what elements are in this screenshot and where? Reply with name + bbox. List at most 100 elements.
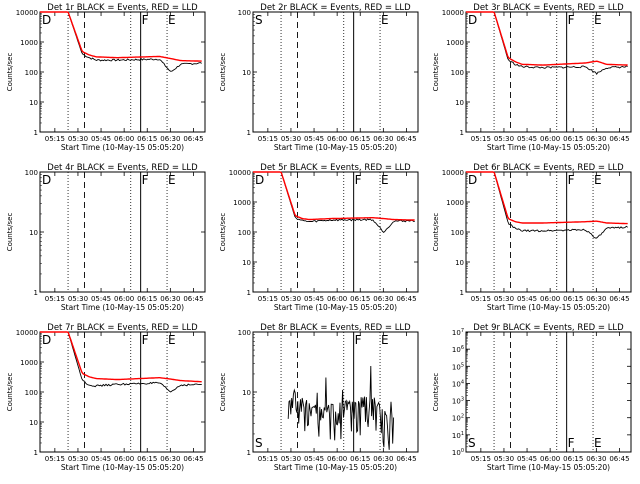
chart-panel-3: Det 3r BLACK = Events, RED = LLD 1 10 100 10…	[432, 3, 632, 152]
x-tick-label: 06:30	[586, 135, 606, 143]
x-tick-label: 05:45	[517, 455, 537, 463]
y-tick-label: 105	[452, 362, 464, 371]
y-axis-label: Counts/sec	[6, 373, 14, 412]
x-tick-label: 06:45	[183, 455, 203, 463]
x-tick-label: 06:30	[586, 455, 606, 463]
x-tick-label: 06:45	[396, 295, 416, 303]
y-tick-label: 10	[455, 259, 464, 267]
x-tick-label: 05:30	[281, 135, 301, 143]
x-tick-label: 06:15	[137, 455, 157, 463]
y-tick-label: 1000	[233, 199, 251, 207]
x-tick-label: 06:45	[396, 455, 416, 463]
x-tick-label: 05:15	[471, 135, 491, 143]
x-tick-label: 06:45	[183, 135, 203, 143]
y-tick-label: 100	[451, 229, 464, 237]
marker-f-label: F	[142, 173, 149, 187]
y-tick-label: 1000	[20, 39, 38, 47]
marker-e-label: E	[168, 173, 176, 187]
y-tick-label: 10	[29, 419, 38, 427]
plot-frame	[39, 171, 206, 293]
x-tick-label: 05:45	[91, 455, 111, 463]
y-tick-label: 10000	[16, 329, 38, 337]
chart-title: Det 9r BLACK = Events, RED = LLD	[473, 323, 624, 333]
marker-e-label: E	[381, 173, 389, 187]
corner-letter-label: D	[42, 13, 51, 27]
y-tick-label: 101	[452, 431, 464, 440]
chart-panel-5: Det 5r BLACK = Events, RED = LLD 1 10 100 10…	[219, 163, 419, 312]
x-tick-label: 06:00	[327, 135, 347, 143]
chart-panel-4: Det 4r BLACK = Events, RED = LLD 1 10 100 Co…	[6, 163, 206, 312]
marker-e-label: E	[168, 13, 176, 27]
corner-letter-label: S	[468, 436, 476, 450]
x-axis-label: Start Time (10-May-15 05:05:20)	[487, 303, 610, 312]
y-tick-label: 1000	[446, 39, 464, 47]
y-tick-label: 10	[242, 259, 251, 267]
lld-series-line	[466, 171, 628, 225]
x-axis-label: Start Time (10-May-15 05:05:20)	[61, 303, 184, 312]
y-axis-label: Counts/sec	[219, 53, 227, 92]
x-tick-label: 06:15	[137, 135, 157, 143]
y-tick-label: 100	[238, 229, 251, 237]
x-tick-label: 05:15	[45, 455, 65, 463]
x-tick-label: 05:45	[304, 295, 324, 303]
y-tick-label: 1000	[20, 359, 38, 367]
y-tick-label: 100	[25, 389, 38, 397]
x-tick-label: 06:45	[609, 135, 629, 143]
x-tick-label: 06:00	[540, 295, 560, 303]
x-tick-label: 05:30	[281, 455, 301, 463]
y-axis-label: Counts/sec	[432, 53, 440, 92]
chart-panel-1: Det 1r BLACK = Events, RED = LLD 1 10 100 10…	[6, 3, 206, 152]
y-tick-label: 100	[238, 329, 251, 337]
x-tick-label: 06:15	[350, 295, 370, 303]
x-tick-label: 05:30	[281, 295, 301, 303]
events-series-line	[40, 11, 202, 72]
y-tick-label: 1	[247, 129, 251, 137]
x-tick-label: 05:45	[91, 295, 111, 303]
x-tick-label: 06:45	[609, 455, 629, 463]
y-tick-label: 10000	[229, 169, 251, 177]
x-tick-label: 06:15	[350, 455, 370, 463]
x-axis-label: Start Time (10-May-15 05:05:20)	[61, 463, 184, 472]
x-tick-label: 05:15	[471, 455, 491, 463]
y-axis-label: Counts/sec	[6, 53, 14, 92]
x-tick-label: 05:45	[517, 135, 537, 143]
x-tick-label: 06:30	[160, 295, 180, 303]
events-series-line	[253, 171, 415, 234]
x-tick-label: 05:45	[517, 295, 537, 303]
y-tick-label: 10000	[442, 169, 464, 177]
events-series-line	[287, 365, 395, 450]
x-tick-label: 05:45	[304, 455, 324, 463]
x-tick-label: 06:30	[373, 455, 393, 463]
corner-letter-label: D	[468, 13, 477, 27]
y-tick-label: 100	[25, 69, 38, 77]
x-tick-label: 05:30	[68, 295, 88, 303]
y-tick-label: 1	[34, 289, 38, 297]
marker-e-label: E	[168, 333, 176, 347]
marker-e-label: E	[594, 436, 602, 450]
x-tick-label: 06:00	[114, 295, 134, 303]
corner-letter-label: D	[42, 333, 51, 347]
x-tick-label: 06:15	[137, 295, 157, 303]
y-tick-label: 104	[452, 379, 464, 388]
x-tick-label: 05:45	[91, 135, 111, 143]
chart-panel-9: Det 9r BLACK = Events, RED = LLD 100 101 10…	[432, 323, 632, 472]
marker-e-label: E	[594, 13, 602, 27]
y-tick-label: 100	[25, 169, 38, 177]
chart-title: Det 2r BLACK = Events, RED = LLD	[260, 3, 411, 13]
x-tick-label: 06:00	[114, 135, 134, 143]
x-tick-label: 06:30	[160, 135, 180, 143]
x-axis-label: Start Time (10-May-15 05:05:20)	[274, 463, 397, 472]
y-axis-label: Counts/sec	[6, 213, 14, 252]
y-tick-label: 100	[451, 69, 464, 77]
chart-title: Det 8r BLACK = Events, RED = LLD	[260, 323, 411, 333]
marker-f-label: F	[568, 173, 575, 187]
lld-series-line	[466, 11, 628, 66]
events-series-line	[40, 331, 202, 393]
corner-letter-label: D	[42, 173, 51, 187]
marker-f-label: F	[355, 333, 362, 347]
plot-frame	[252, 171, 419, 293]
x-axis-label: Start Time (10-May-15 05:05:20)	[274, 303, 397, 312]
lld-series-line	[253, 171, 415, 221]
chart-panel-8: Det 8r BLACK = Events, RED = LLD 1 10 100 Co…	[219, 323, 419, 472]
x-tick-label: 06:00	[327, 295, 347, 303]
